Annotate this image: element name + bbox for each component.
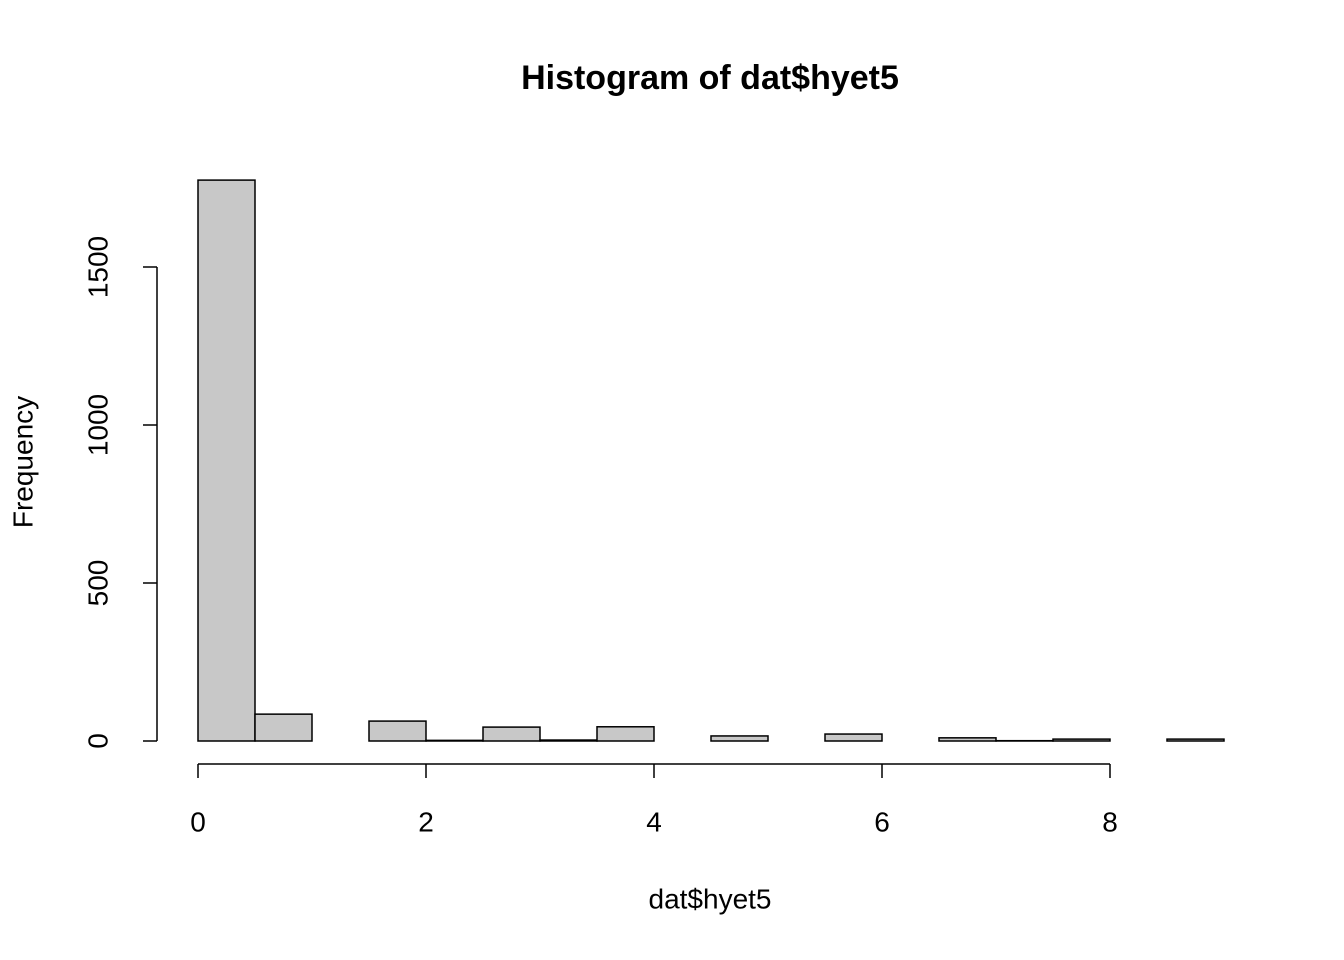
bar bbox=[938, 737, 997, 742]
bar bbox=[539, 739, 598, 742]
bar bbox=[596, 726, 655, 742]
y-tick-label: 1000 bbox=[82, 394, 113, 456]
bar bbox=[254, 713, 313, 742]
x-tick-label: 2 bbox=[418, 806, 434, 837]
chart-title: Histogram of dat$hyet5 bbox=[521, 59, 899, 97]
x-tick-label: 8 bbox=[1102, 806, 1118, 837]
y-tick-label: 1500 bbox=[82, 236, 113, 298]
x-tick-label: 4 bbox=[646, 806, 662, 837]
bar bbox=[368, 720, 427, 742]
y-tick-label: 500 bbox=[82, 560, 113, 607]
bar bbox=[710, 735, 769, 742]
bar bbox=[425, 739, 484, 742]
y-axis-label: Frequency bbox=[7, 396, 38, 528]
x-tick-label: 0 bbox=[190, 806, 206, 837]
x-axis-label: dat$hyet5 bbox=[649, 883, 772, 914]
x-tick-label: 6 bbox=[874, 806, 890, 837]
bar bbox=[197, 179, 256, 742]
bar bbox=[1166, 738, 1225, 742]
bar bbox=[824, 733, 883, 742]
bar bbox=[1052, 738, 1111, 742]
y-tick-label: 0 bbox=[82, 733, 113, 749]
bar bbox=[482, 726, 541, 742]
